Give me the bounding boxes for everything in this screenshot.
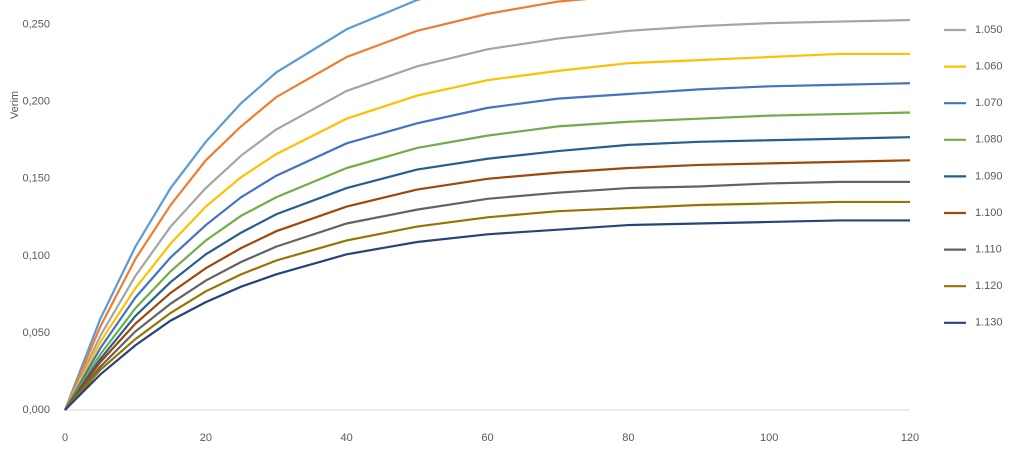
series-line: [64, 52, 910, 411]
legend-label: 1.070: [975, 97, 1003, 109]
legend-label: 1.130: [975, 317, 1003, 329]
x-tick-label: 60: [481, 432, 493, 444]
series-line: [63, 0, 422, 411]
y-tick-label: 0,100: [22, 250, 50, 262]
legend-label: 1.110: [975, 244, 1002, 256]
y-tick-label: 0,200: [22, 96, 50, 108]
x-tick-label: 120: [901, 432, 919, 444]
legend-label: 1.080: [975, 134, 1003, 146]
y-tick-label: 0,050: [22, 327, 50, 339]
legend-label: 1.120: [975, 280, 1003, 292]
series-line: [64, 159, 911, 411]
x-tick-label: 80: [622, 432, 634, 444]
series-line: [64, 111, 911, 411]
y-axis-label: Verim: [9, 91, 21, 119]
legend-label: 1.090: [975, 170, 1003, 182]
series-line: [64, 82, 911, 411]
series-line: [63, 0, 589, 411]
x-tick-label: 100: [760, 432, 778, 444]
series-line: [64, 200, 910, 411]
y-tick-label: 0,250: [22, 19, 50, 31]
y-tick-label: 0,000: [22, 404, 50, 416]
x-tick-label: 20: [200, 432, 212, 444]
legend-label: 1.060: [975, 61, 1003, 73]
series-line: [64, 219, 910, 411]
x-tick-label: 40: [341, 432, 353, 444]
legend-label: 1.050: [975, 24, 1003, 36]
legend-label: 1.100: [975, 207, 1003, 219]
y-tick-label: 0,150: [22, 173, 50, 185]
series-line: [64, 18, 911, 411]
x-tick-label: 0: [62, 432, 68, 444]
series-line: [64, 136, 911, 411]
plot-area: [63, 0, 911, 411]
series-line: [64, 180, 910, 411]
